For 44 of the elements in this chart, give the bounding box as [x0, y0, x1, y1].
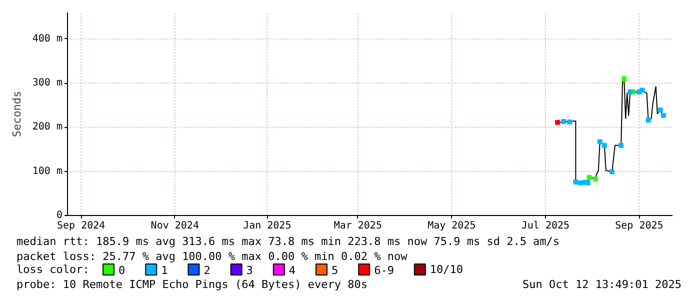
x-tick-label: Nov 2024 [150, 220, 199, 232]
x-tick-label: Jul 2025 [521, 220, 570, 232]
x-tick-label: Jan 2025 [243, 220, 292, 232]
x-tick-label: Sep 2025 [615, 220, 664, 232]
y-tick-label: 0 [56, 210, 63, 221]
legend-label: 5 [332, 264, 338, 277]
text: median rtt: 185.9 ms avg 313.6 ms max 73.8 ms min 223.8 ms now 75.9 ms sd 2.5 am/s [16, 235, 560, 248]
text: packet loss: 25.77 % avg 100.00 % max 0.00 % min 0.02 % now [16, 250, 408, 263]
y-tick-label: 400 m [32, 33, 63, 44]
y-tick-label: 200 m [32, 122, 63, 133]
y-tick-label: 100 m [32, 166, 63, 177]
point [561, 119, 566, 124]
legend-label: 10/10 [430, 263, 464, 276]
point [573, 179, 578, 184]
point [628, 89, 633, 94]
x-tick-label: Mar 2025 [334, 220, 382, 232]
point [586, 175, 592, 180]
point [555, 120, 560, 125]
point [602, 142, 607, 148]
y-tick-label: 300 m [32, 78, 63, 89]
point [610, 169, 614, 174]
point [640, 88, 645, 93]
y-axis-title: Seconds [10, 90, 24, 138]
legend-label: 0 [118, 264, 126, 277]
legend-label: 1 [161, 264, 168, 277]
point [597, 139, 602, 144]
point [622, 76, 627, 82]
legend-label: 2 [204, 264, 210, 277]
x-tick-label: Sep 2024 [57, 220, 106, 232]
legend-title: loss color: [16, 263, 90, 276]
legend-label: 4 [288, 264, 296, 277]
point [646, 118, 651, 123]
point [585, 180, 590, 186]
point [592, 176, 598, 182]
text: probe: 10 Remote ICMP Echo Pings (64 Bytes) every 80s [16, 278, 368, 291]
point [660, 112, 666, 118]
point [618, 142, 624, 148]
point [658, 108, 663, 113]
legend-label: 6-9 [374, 264, 394, 277]
point [567, 119, 572, 124]
point [578, 180, 583, 186]
legend-label: 3 [246, 264, 253, 277]
x-tick-label: May 2025 [428, 220, 476, 232]
text: Sun Oct 12 13:49:01 2025 [522, 278, 682, 291]
